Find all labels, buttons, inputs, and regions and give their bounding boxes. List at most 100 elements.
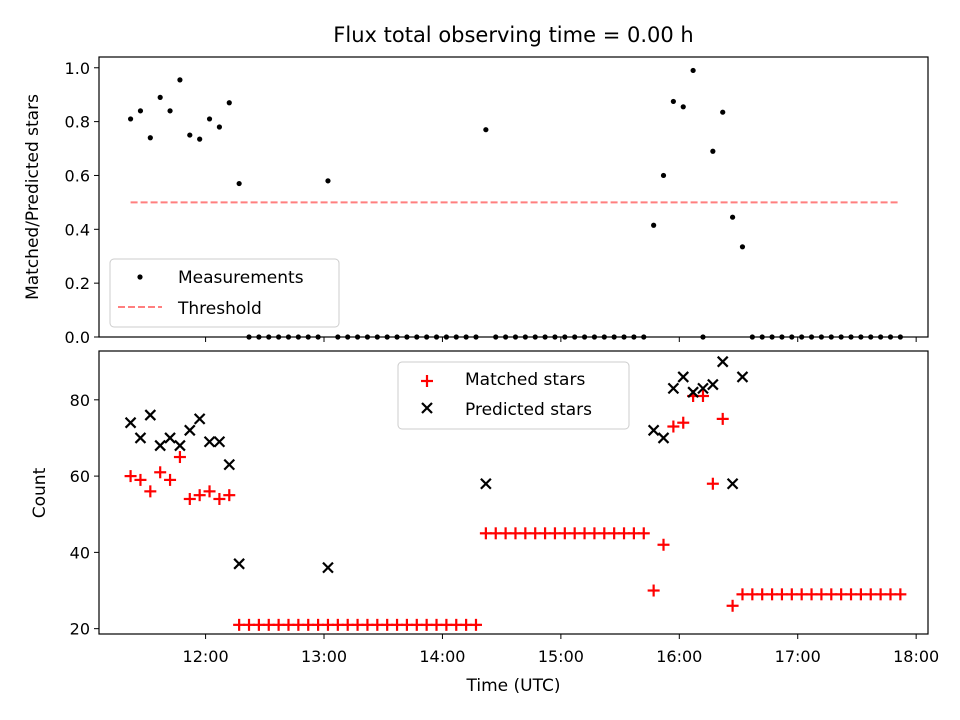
y-tick-label: 40	[70, 543, 90, 562]
measurement-point	[137, 108, 144, 114]
predicted-stars-point	[707, 378, 719, 391]
measurement-point	[720, 109, 726, 115]
measurement-point	[147, 135, 153, 141]
predicted-stars-point	[716, 355, 729, 368]
matched-stars-point	[223, 489, 236, 502]
measurement-point	[127, 116, 134, 122]
predicted-stars-point	[124, 416, 137, 429]
measurement-point	[739, 244, 746, 250]
measurement-point	[690, 67, 696, 74]
matched-stars-point	[173, 451, 186, 464]
measurement-point	[729, 214, 736, 220]
legend-predicted-marker	[421, 402, 433, 414]
measurement-point	[483, 127, 489, 133]
matched-stars-point	[726, 599, 739, 612]
matched-stars-point	[657, 538, 670, 551]
count-panel: 20 40 60 80 12:00 13:00 14:00 15:00 16:00 17:00 18…	[30, 350, 939, 696]
measurement-point	[670, 98, 676, 105]
predicted-stars-point	[144, 409, 157, 421]
measurement-point	[660, 172, 667, 179]
legend-measurements-label: Measurements	[178, 268, 304, 288]
ratio-y-axis-label: Matched/Predicted stars	[23, 94, 43, 300]
predicted-stars-point	[193, 413, 206, 425]
matched-stars-point	[164, 473, 177, 486]
matched-stars-point	[696, 390, 709, 403]
ratio-legend-box	[109, 258, 340, 328]
y-tick-label: 0.4	[65, 220, 90, 239]
matched-stars-point	[637, 527, 650, 540]
matched-stars-point	[469, 618, 482, 631]
measurement-point	[157, 94, 163, 100]
legend-matched-marker	[421, 375, 433, 387]
count-y-axis-label: Count	[30, 467, 50, 518]
x-tick-label: 13:00	[301, 647, 347, 666]
predicted-stars-point	[184, 424, 196, 437]
matched-stars-point	[203, 485, 216, 498]
x-tick-label: 14:00	[419, 647, 465, 666]
x-tick-label: 15:00	[538, 647, 584, 666]
measurement-point	[651, 222, 657, 228]
count-legend-box	[397, 361, 630, 430]
ratio-plot-area: 0.0 0.2 0.4 0.6 0.8 1.0	[65, 59, 917, 347]
measurement-point	[216, 124, 223, 130]
predicted-stars-point	[677, 371, 690, 383]
matched-stars-point	[706, 477, 719, 490]
measurement-point	[206, 116, 213, 122]
measurement-point	[177, 77, 183, 83]
predicted-stars-point	[647, 424, 660, 437]
predicted-stars-point	[164, 432, 176, 444]
predicted-stars-point	[687, 386, 699, 398]
count-legend: Matched stars Predicted stars	[397, 361, 630, 430]
predicted-stars-point	[203, 435, 216, 448]
matched-stars-point	[124, 470, 137, 483]
x-tick-label: 18:00	[893, 647, 939, 666]
ratio-panel: 0.0 0.2 0.4 0.6 0.8 1.0 Matched/Predicted sta…	[23, 56, 929, 347]
y-tick-label: 0.2	[65, 274, 90, 293]
count-plot-area: 20 40 60 80 12:00 13:00 14:00 15:00 16:00 17:00 18…	[70, 355, 939, 666]
predicted-stars-point	[233, 558, 245, 570]
predicted-stars-point	[154, 439, 166, 452]
measurement-point	[710, 148, 716, 154]
legend-matched-label: Matched stars	[465, 370, 585, 390]
ratio-legend: Measurements Threshold	[109, 258, 340, 328]
measurement-point	[167, 108, 173, 114]
predicted-stars-point	[322, 561, 334, 574]
legend-threshold-label: Threshold	[177, 299, 262, 319]
legend-measurements-marker	[137, 274, 143, 280]
x-tick-label: 12:00	[183, 647, 229, 666]
x-tick-label: 16:00	[656, 647, 702, 666]
measurement-point	[226, 100, 232, 106]
predicted-stars-point	[697, 382, 709, 395]
predicted-stars-point	[667, 382, 680, 395]
y-tick-label: 0.6	[65, 166, 90, 185]
y-tick-label: 1.0	[65, 59, 90, 78]
matched-stars-point	[144, 485, 157, 498]
y-tick-label: 80	[70, 391, 90, 410]
matched-stars-point	[677, 416, 690, 429]
matched-stars-point	[154, 466, 167, 479]
predicted-stars-point	[657, 432, 670, 444]
measurement-point	[236, 180, 242, 187]
x-tick-label: 17:00	[775, 647, 821, 666]
predicted-stars-point	[726, 477, 739, 490]
matched-stars-point	[193, 489, 206, 502]
matched-stars-point	[647, 584, 660, 597]
predicted-stars-point	[174, 439, 186, 452]
measurement-point	[187, 132, 193, 138]
matched-stars-point	[213, 492, 226, 505]
measurement-point	[680, 104, 686, 110]
measurement-point	[325, 178, 331, 184]
predicted-stars-point	[223, 458, 236, 471]
predicted-stars-point	[134, 432, 147, 444]
predicted-stars-point	[736, 371, 749, 383]
chart-title: Flux total observing time = 0.00 h	[333, 23, 693, 47]
x-axis-label: Time (UTC)	[466, 676, 561, 696]
legend-predicted-label: Predicted stars	[465, 400, 592, 420]
ratio-plot-frame	[98, 56, 929, 338]
y-tick-label: 60	[70, 467, 90, 486]
matched-stars-point	[667, 420, 680, 433]
predicted-stars-point	[213, 435, 226, 448]
matched-stars-point	[894, 588, 907, 601]
